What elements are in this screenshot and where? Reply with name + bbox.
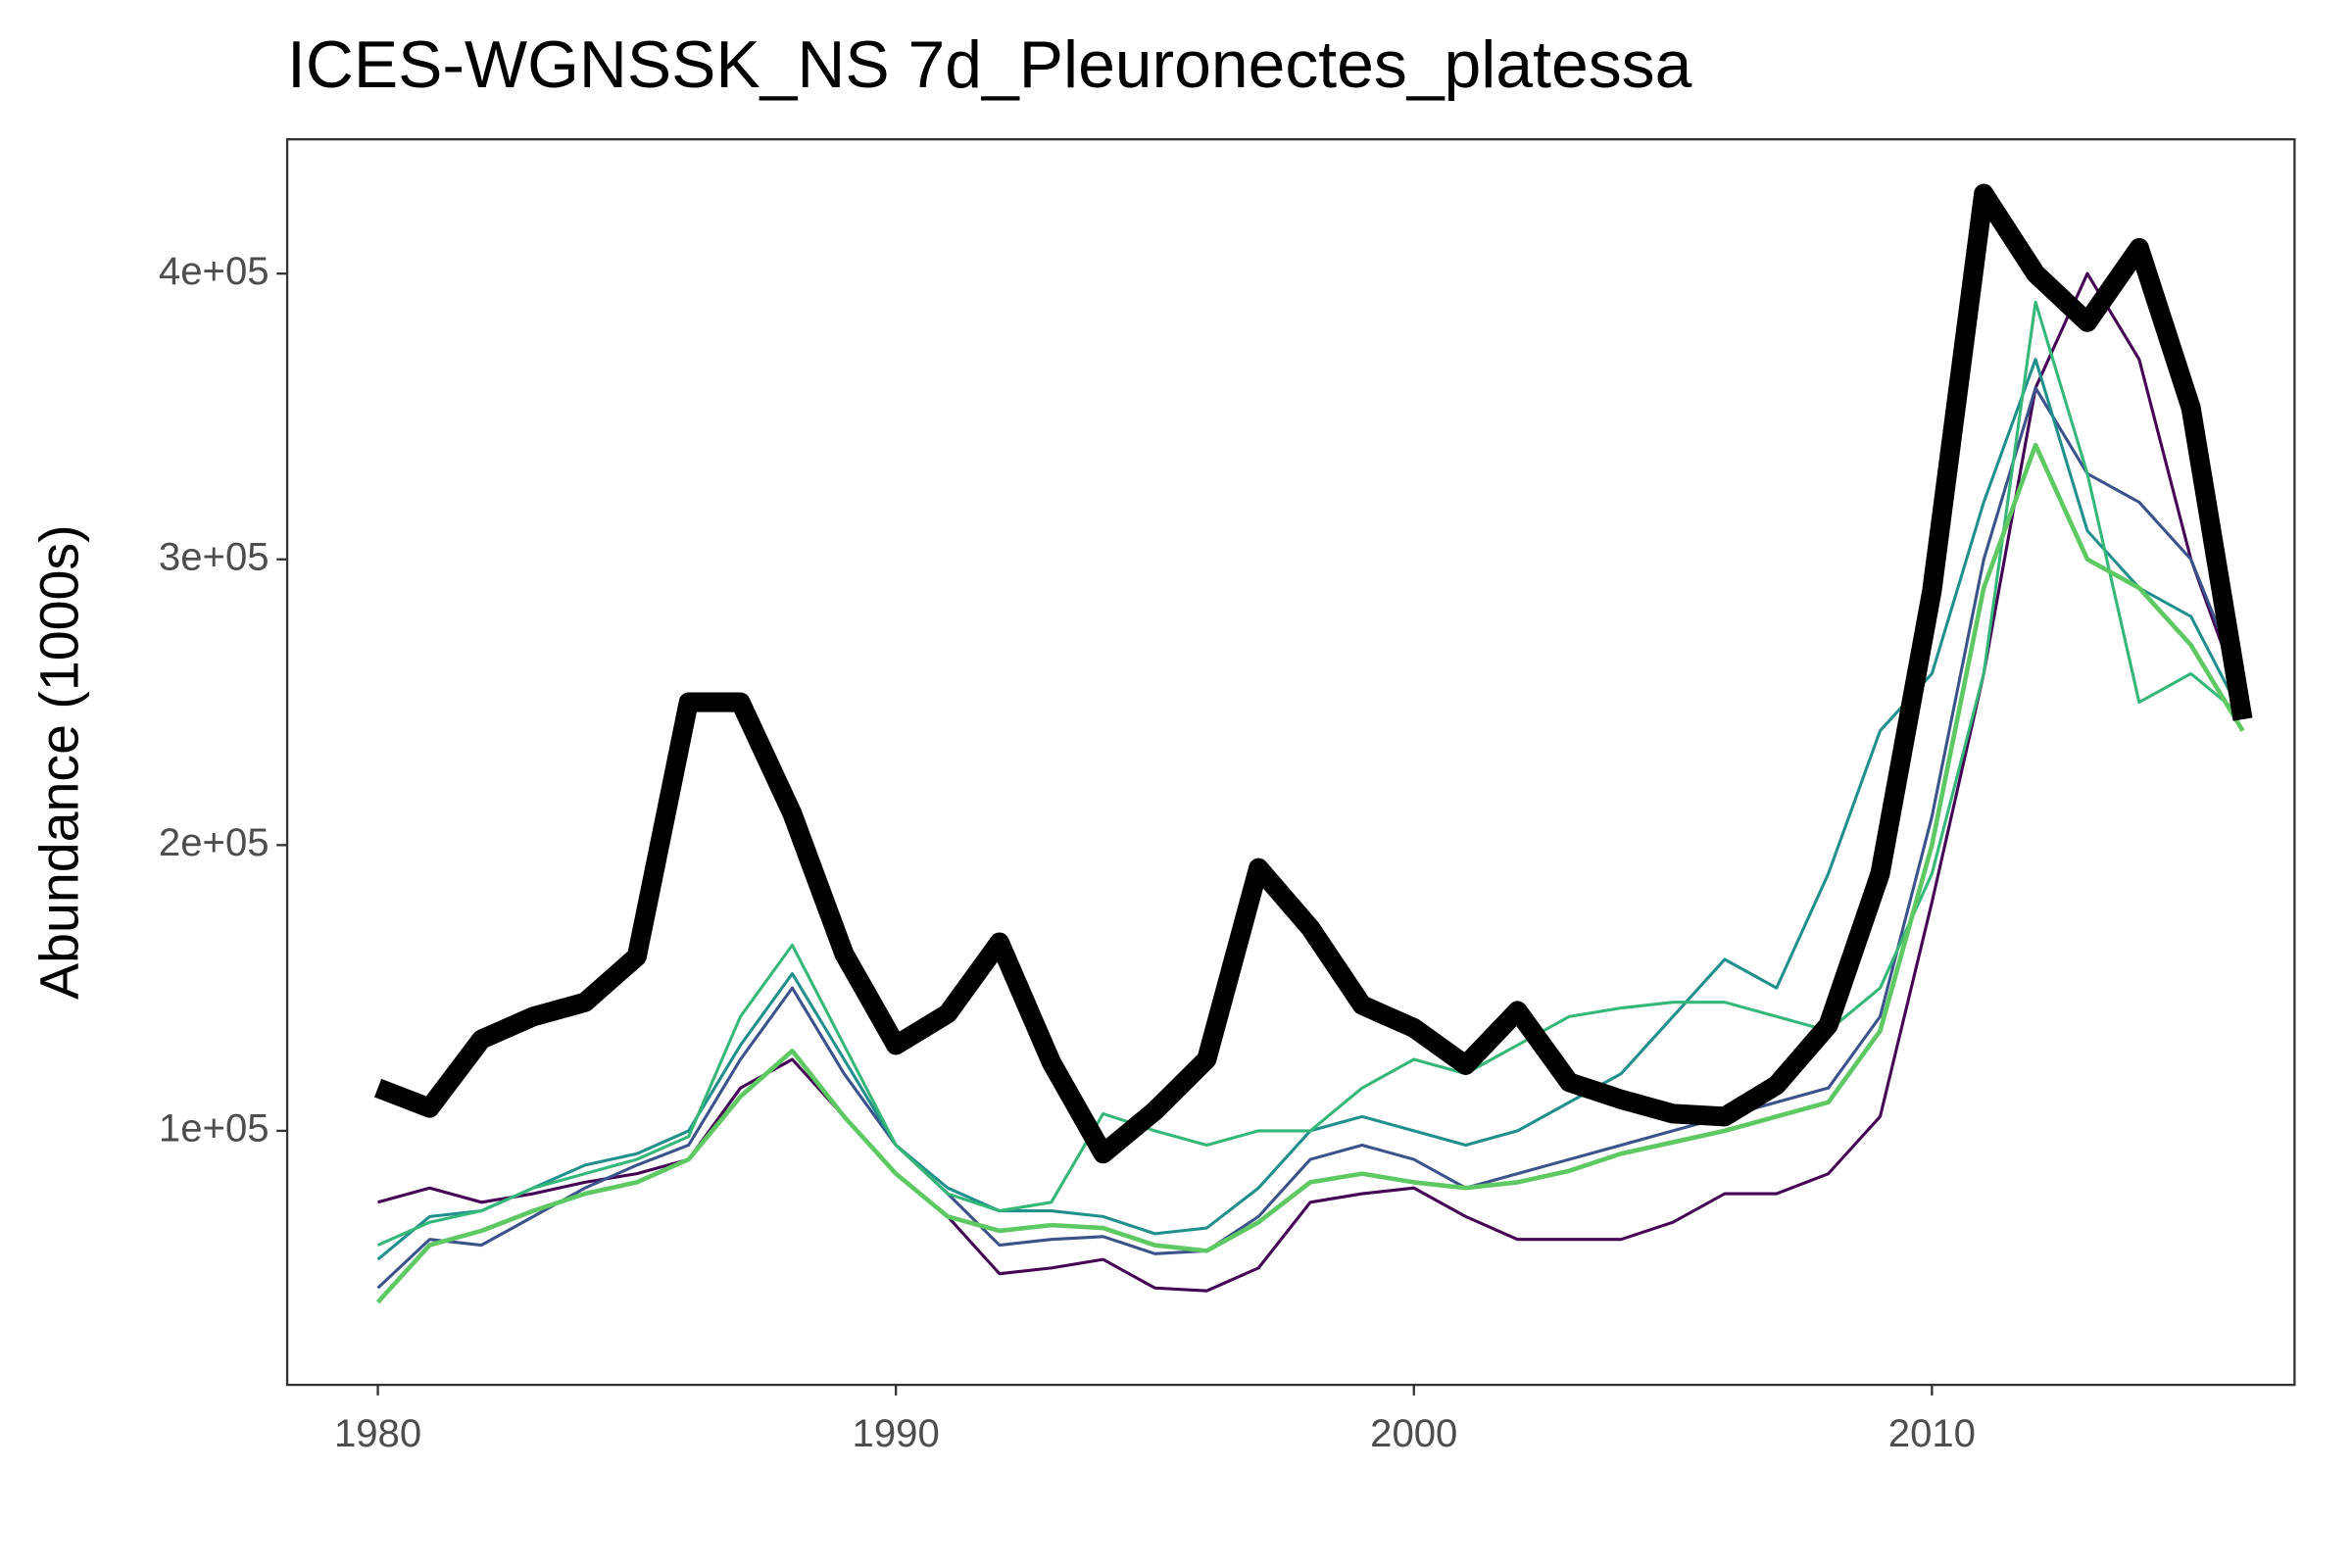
y-tick-label: 4e+05 xyxy=(159,250,270,293)
y-axis-label: Abundance (1000s) xyxy=(28,524,89,1000)
x-tick-label: 2000 xyxy=(1370,1412,1457,1455)
x-tick-label: 1990 xyxy=(853,1412,940,1455)
series-line xyxy=(375,442,2245,1304)
series-line xyxy=(376,386,2244,1290)
chart-title: ICES-WGNSSK_NS 7d_Pleuronectes_platessa xyxy=(287,28,1692,102)
y-tick-label: 3e+05 xyxy=(159,535,270,578)
y-tick-label: 1e+05 xyxy=(159,1106,270,1150)
x-tick-label: 1980 xyxy=(334,1412,421,1455)
x-tick-label: 2010 xyxy=(1888,1412,1976,1455)
panel-border xyxy=(285,138,2296,1387)
y-tick-label: 2e+05 xyxy=(159,821,270,864)
series-line xyxy=(376,300,2244,1247)
series-line xyxy=(373,183,2253,1164)
